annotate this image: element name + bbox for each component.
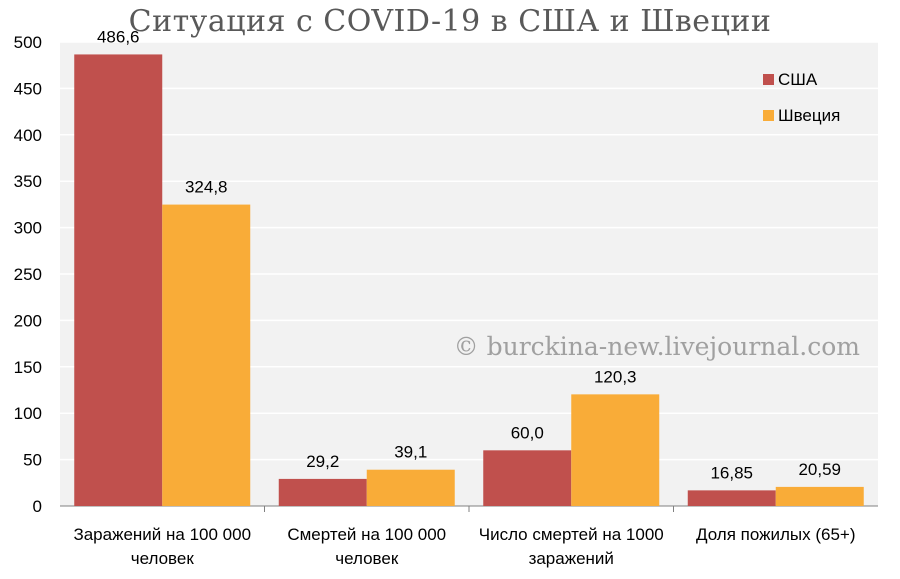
legend-entry: США (778, 70, 818, 89)
bar-usa (278, 478, 367, 506)
bar-sweden (162, 204, 251, 506)
bar-sweden (366, 469, 455, 506)
x-tick-label: заражений (529, 549, 614, 568)
data-label: 29,2 (306, 452, 339, 471)
bar-usa (687, 490, 776, 506)
x-tick-label: человек (335, 549, 399, 568)
data-label: 486,6 (97, 27, 140, 46)
watermark-text: © burckina-new.livejournal.com (454, 332, 861, 361)
bar-sweden (775, 486, 864, 506)
y-tick-label: 450 (14, 79, 42, 98)
x-tick-label: Число смертей на 1000 (479, 525, 664, 544)
y-tick-label: 200 (14, 311, 42, 330)
data-label: 20,59 (798, 460, 841, 479)
y-tick-label: 100 (14, 404, 42, 423)
y-tick-label: 250 (14, 265, 42, 284)
legend-entry: Швеция (778, 106, 840, 125)
y-tick-label: 350 (14, 172, 42, 191)
data-label: 120,3 (594, 367, 637, 386)
y-tick-label: 150 (14, 358, 42, 377)
data-label: 324,8 (185, 178, 228, 197)
legend-swatch (763, 110, 774, 121)
x-tick-label: Смертей на 100 000 (287, 525, 446, 544)
y-tick-label: 500 (14, 33, 42, 52)
legend-swatch (763, 74, 774, 85)
x-tick-label: человек (131, 549, 195, 568)
data-label: 39,1 (394, 443, 427, 462)
chart-title: Ситуация с COVID-19 в США и Швеции (128, 4, 772, 39)
y-tick-label: 400 (14, 126, 42, 145)
x-tick-label: Доля пожилых (65+) (696, 525, 856, 544)
bar-usa (74, 54, 163, 506)
bar-sweden (571, 394, 660, 506)
data-label: 60,0 (511, 423, 544, 442)
data-label: 16,85 (710, 463, 753, 482)
y-tick-label: 50 (23, 451, 42, 470)
bar-usa (483, 450, 572, 506)
x-tick-label: Заражений на 100 000 (73, 525, 251, 544)
y-tick-label: 300 (14, 219, 42, 238)
y-tick-label: 0 (33, 497, 42, 516)
